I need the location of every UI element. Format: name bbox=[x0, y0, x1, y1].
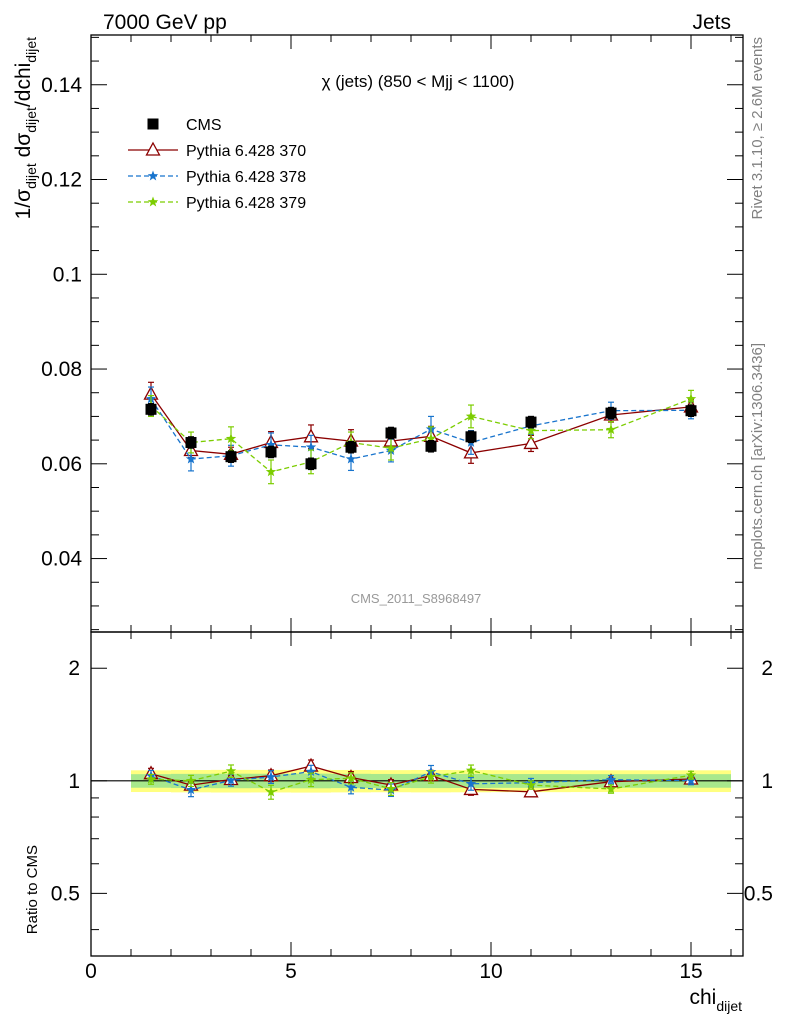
point-pythia-6-428-378 bbox=[265, 439, 277, 450]
chart-title: χ (jets) (850 < Mjj < 1100) bbox=[322, 72, 515, 91]
ratio-point-pythia-6-428-378 bbox=[465, 778, 477, 789]
point-cms bbox=[605, 407, 617, 419]
ratio-point-pythia-6-428-378 bbox=[345, 781, 357, 792]
point-pythia-6-428-378 bbox=[185, 453, 197, 464]
point-pythia-6-428-379 bbox=[385, 442, 397, 453]
ratio-point-pythia-6-428-379 bbox=[465, 765, 477, 775]
ratio-point-pythia-6-428-379 bbox=[525, 779, 537, 790]
point-cms bbox=[185, 436, 197, 448]
legend: CMS Pythia 6.428 370 Pythia 6.428 378 Pythi… bbox=[128, 117, 306, 212]
point-cms bbox=[385, 427, 397, 439]
legend-marker-pythia-6-428-378 bbox=[147, 170, 159, 181]
x-tick-label: 5 bbox=[285, 960, 297, 983]
ratio-y-tick-label: 2 bbox=[68, 657, 80, 680]
ratio-point-pythia-6-428-379 bbox=[345, 772, 357, 783]
ratio-point-pythia-6-428-379 bbox=[425, 771, 437, 782]
point-cms bbox=[525, 416, 537, 428]
ratio-y-tick-label-right: 1 bbox=[761, 770, 773, 793]
ratio-line-pythia-6-428-370 bbox=[150, 765, 692, 793]
y-tick-label: 0.14 bbox=[41, 74, 82, 97]
ratio-point-pythia-6-428-379 bbox=[605, 783, 617, 794]
y-tick-label: 0.06 bbox=[41, 453, 82, 476]
point-pythia-6-428-379 bbox=[425, 433, 437, 444]
legend-label-pythia-6-428-378: Pythia 6.428 378 bbox=[186, 169, 306, 186]
ratio-line-pythia-6-428-378 bbox=[150, 770, 692, 791]
legend-marker-pythia-6-428-379 bbox=[147, 196, 159, 207]
point-pythia-6-428-379 bbox=[525, 425, 537, 436]
point-pythia-6-428-370 bbox=[523, 435, 539, 450]
ratio-point-pythia-6-428-379 bbox=[145, 773, 157, 784]
ratio-point-pythia-6-428-370 bbox=[523, 783, 539, 798]
x-tick-label: 15 bbox=[679, 960, 702, 983]
ratio-point-pythia-6-428-378 bbox=[685, 775, 697, 786]
ratio-point-pythia-6-428-378 bbox=[225, 774, 237, 785]
x-tick-label: 0 bbox=[85, 960, 97, 983]
ratio-point-pythia-6-428-379 bbox=[385, 783, 397, 794]
series-line-pythia-6-428-378 bbox=[150, 398, 692, 460]
ratio-plot-marks bbox=[143, 757, 699, 800]
legend-label-pythia-6-428-370: Pythia 6.428 370 bbox=[186, 143, 306, 160]
header-category: Jets bbox=[692, 11, 731, 34]
point-cms bbox=[265, 446, 277, 458]
ratio-point-pythia-6-428-379 bbox=[305, 774, 317, 785]
ratio-y-tick-label-right: 2 bbox=[761, 657, 773, 680]
y-tick-label: 0.1 bbox=[53, 263, 82, 286]
header-process: 7000 GeV pp bbox=[103, 11, 227, 34]
legend-marker-cms bbox=[147, 118, 159, 130]
rivet-version-label: Rivet 3.1.10, ≥ 2.6M events bbox=[749, 37, 766, 220]
point-pythia-6-428-379 bbox=[225, 433, 237, 444]
y-tick-label: 0.12 bbox=[41, 169, 82, 192]
point-pythia-6-428-379 bbox=[685, 393, 697, 404]
point-cms bbox=[145, 403, 157, 415]
series-line-pythia-6-428-379 bbox=[150, 398, 692, 473]
point-cms bbox=[305, 458, 317, 470]
point-pythia-6-428-378 bbox=[305, 441, 317, 452]
y-tick-label: 0.04 bbox=[41, 548, 82, 571]
ratio-y-tick-label: 1 bbox=[68, 770, 80, 793]
ratio-plot-frame bbox=[90, 631, 744, 957]
point-pythia-6-428-378 bbox=[345, 453, 357, 464]
point-cms bbox=[685, 405, 697, 417]
point-cms bbox=[345, 441, 357, 453]
ratio-point-pythia-6-428-379 bbox=[265, 786, 277, 797]
x-tick-label: 10 bbox=[479, 960, 502, 983]
ratio-point-pythia-6-428-378 bbox=[185, 784, 197, 795]
point-pythia-6-428-379 bbox=[605, 424, 617, 435]
legend-label-pythia-6-428-379: Pythia 6.428 379 bbox=[186, 195, 306, 212]
axes: 0 5 10 15 0.04 0.06 0.08 0.1 0.12 0.14 0.5 0.5 1 1 2 2 bbox=[41, 34, 773, 983]
series-line-pythia-6-428-370 bbox=[150, 393, 692, 455]
y-tick-label: 0.08 bbox=[41, 358, 82, 381]
main-plot-marks bbox=[143, 381, 699, 485]
analysis-id: CMS_2011_S8968497 bbox=[351, 591, 482, 606]
ratio-point-pythia-6-428-378 bbox=[305, 766, 317, 777]
mcplots-credit-label: mcplots.cern.ch [arXiv:1306.3436] bbox=[749, 343, 766, 570]
x-axis-label: chidijet bbox=[689, 986, 742, 1014]
ratio-point-pythia-6-428-379 bbox=[185, 775, 197, 786]
ratio-point-pythia-6-428-378 bbox=[265, 771, 277, 782]
ratio-y-tick-label: 0.5 bbox=[51, 882, 80, 905]
ratio-y-tick-label-right: 0.5 bbox=[744, 882, 773, 905]
point-pythia-6-428-379 bbox=[465, 410, 477, 421]
ratio-y-axis-label: Ratio to CMS bbox=[24, 845, 41, 934]
ratio-point-pythia-6-428-379 bbox=[685, 769, 697, 780]
point-cms bbox=[225, 451, 237, 463]
legend-marker-pythia-6-428-370 bbox=[145, 141, 161, 156]
ratio-line-pythia-6-428-379 bbox=[150, 769, 692, 793]
legend-label-cms: CMS bbox=[186, 117, 222, 134]
y-axis-label: 1/σdijet dσdijet/dchidijet bbox=[12, 37, 39, 219]
point-cms bbox=[425, 440, 437, 452]
ratio-point-pythia-6-428-379 bbox=[225, 765, 237, 776]
point-cms bbox=[465, 431, 477, 443]
point-pythia-6-428-379 bbox=[265, 466, 277, 477]
ratio-point-pythia-6-428-378 bbox=[605, 774, 617, 785]
